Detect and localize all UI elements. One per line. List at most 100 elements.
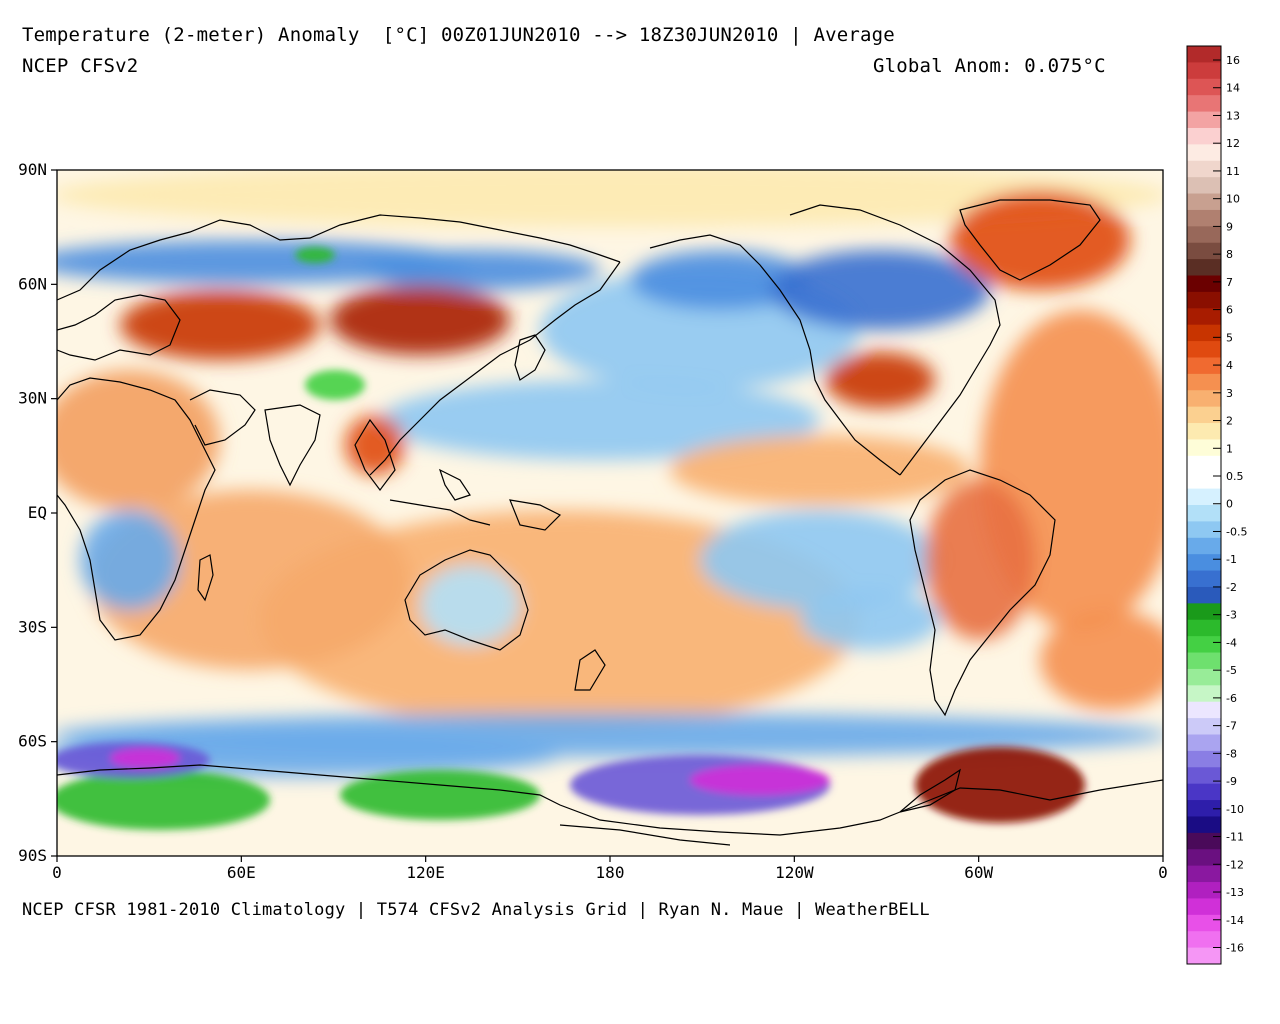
- colorbar-label: 6: [1226, 304, 1233, 317]
- colorbar-swatch: [1187, 947, 1221, 965]
- colorbar-swatch: [1187, 341, 1221, 358]
- colorbar-label: 7: [1226, 276, 1233, 289]
- lat-tick-label: 90S: [18, 846, 47, 865]
- colorbar-label: -13: [1226, 886, 1244, 899]
- anomaly-region-antarctic-magenta: [110, 748, 180, 768]
- colorbar-label: 13: [1226, 109, 1240, 122]
- colorbar-swatch: [1187, 111, 1221, 129]
- colorbar-label: 9: [1226, 220, 1233, 233]
- colorbar-swatch: [1187, 439, 1221, 457]
- colorbar-label: -8: [1226, 747, 1237, 760]
- colorbar-label: -2: [1226, 581, 1237, 594]
- colorbar-swatch: [1187, 242, 1221, 260]
- anomaly-region-siberia-green: [295, 247, 335, 263]
- anomaly-region-south-america-warm: [925, 480, 1035, 640]
- colorbar-swatch: [1187, 160, 1221, 178]
- colorbar-swatch: [1187, 668, 1221, 686]
- colorbar-swatch: [1187, 783, 1221, 801]
- colorbar-swatch: [1187, 570, 1221, 588]
- colorbar-swatch: [1187, 767, 1221, 785]
- anomaly-region-east-pacific-cool: [800, 590, 940, 650]
- anomaly-region-south-pacific-warm: [670, 435, 970, 505]
- colorbar-label: -7: [1226, 720, 1237, 733]
- lon-tick-label: 0: [1158, 863, 1168, 882]
- colorbar-swatch: [1187, 193, 1221, 211]
- model-subtitle: NCEP CFSv2: [22, 55, 139, 77]
- colorbar-swatch: [1187, 882, 1221, 899]
- colorbar-label: -3: [1226, 609, 1237, 622]
- colorbar-swatch: [1187, 209, 1221, 227]
- anomaly-field: [57, 170, 1163, 856]
- anomaly-region-eastern-us-warm: [825, 352, 935, 408]
- colorbar-swatch: [1187, 898, 1221, 916]
- colorbar-swatch: [1187, 373, 1221, 391]
- colorbar-label: 12: [1226, 137, 1240, 150]
- colorbar-label: -6: [1226, 692, 1237, 705]
- colorbar-swatch: [1187, 865, 1221, 883]
- color-scale-legend: 16 14 13 12 11 10 9 8 7 6 5 4 3 2 1 0.5 0 -0.5 -1 -2 -3 -4 -5 -…: [1186, 45, 1247, 965]
- anomaly-region-central-asia-warm: [120, 290, 320, 360]
- colorbar-swatch: [1187, 127, 1221, 145]
- colorbar-swatch: [1187, 849, 1221, 867]
- anomaly-region-arctic-ocean-warm: [57, 170, 1163, 227]
- colorbar-swatch: [1187, 406, 1221, 424]
- lon-tick-label: 60E: [227, 863, 256, 882]
- colorbar-swatch: [1187, 931, 1221, 949]
- colorbar-label: 14: [1226, 82, 1240, 95]
- colorbar-label: 1: [1226, 442, 1233, 455]
- colorbar-swatch: [1187, 701, 1221, 719]
- anomaly-region-canada-cool: [770, 250, 990, 330]
- lat-tick-label: 60N: [18, 274, 47, 293]
- lat-tick-label: 90N: [18, 160, 47, 179]
- anomaly-region-antarctic-green: [57, 770, 270, 830]
- colorbar-label: -10: [1226, 803, 1244, 816]
- colorbar-label: -9: [1226, 775, 1237, 788]
- colorbar-label: -0.5: [1226, 525, 1247, 538]
- anomaly-region-africa-warm: [57, 370, 220, 510]
- colorbar-swatch: [1187, 324, 1221, 342]
- colorbar-label: 0: [1226, 498, 1233, 511]
- colorbar-swatch: [1187, 734, 1221, 752]
- colorbar-swatch: [1187, 390, 1221, 408]
- colorbar-swatch: [1187, 586, 1221, 604]
- colorbar-label: 5: [1226, 331, 1233, 344]
- latitude-axis: 90N 60N 30N EQ 30S 60S 90S: [18, 160, 57, 865]
- colorbar-swatch: [1187, 636, 1221, 654]
- anomaly-region-antarctic-peninsula-warm: [915, 747, 1085, 823]
- colorbar-swatch: [1187, 603, 1221, 621]
- colorbar-swatch: [1187, 685, 1221, 703]
- colorbar-swatch: [1187, 357, 1221, 375]
- colorbar-swatch: [1187, 914, 1221, 932]
- colorbar-label: -4: [1226, 636, 1237, 649]
- colorbar-swatch: [1187, 308, 1221, 326]
- colorbar-label: 0.5: [1226, 470, 1244, 483]
- colorbar-swatch: [1187, 652, 1221, 670]
- colorbar-swatch: [1187, 275, 1221, 293]
- colorbar-swatch: [1187, 78, 1221, 96]
- map-title: Temperature (2-meter) Anomaly [°C] 00Z01…: [22, 24, 895, 46]
- colorbar-swatch: [1187, 455, 1221, 473]
- colorbar-label: -11: [1226, 831, 1244, 844]
- lon-tick-label: 180: [596, 863, 625, 882]
- colorbar-label: -1: [1226, 553, 1237, 566]
- anomaly-region-northern-eurasia-cool: [360, 250, 600, 290]
- anomaly-region-antarctic-magenta: [690, 765, 830, 795]
- lat-tick-label: 60S: [18, 732, 47, 751]
- colorbar-label: -16: [1226, 941, 1244, 954]
- anomaly-region-southeast-asia-warm: [345, 415, 405, 475]
- anomaly-region-atlantic-warm: [1040, 610, 1163, 710]
- colorbar-label: 16: [1226, 54, 1240, 67]
- anomaly-region-mongolia-warm: [330, 285, 510, 355]
- colorbar-swatch: [1187, 750, 1221, 768]
- colorbar-label: 11: [1226, 165, 1240, 178]
- anomaly-region-antarctic-green: [340, 770, 540, 820]
- colorbar-swatch: [1187, 537, 1221, 555]
- colorbar-swatch: [1187, 521, 1221, 539]
- colorbar-swatch: [1187, 144, 1221, 162]
- colorbar-swatch: [1187, 46, 1221, 63]
- anomaly-region-tibet-cold: [305, 370, 365, 400]
- colorbar-label: 10: [1226, 193, 1240, 206]
- anomaly-region-australia-cool: [420, 565, 520, 645]
- colorbar-swatch: [1187, 832, 1221, 850]
- anomaly-region-south-africa-cool: [80, 510, 180, 610]
